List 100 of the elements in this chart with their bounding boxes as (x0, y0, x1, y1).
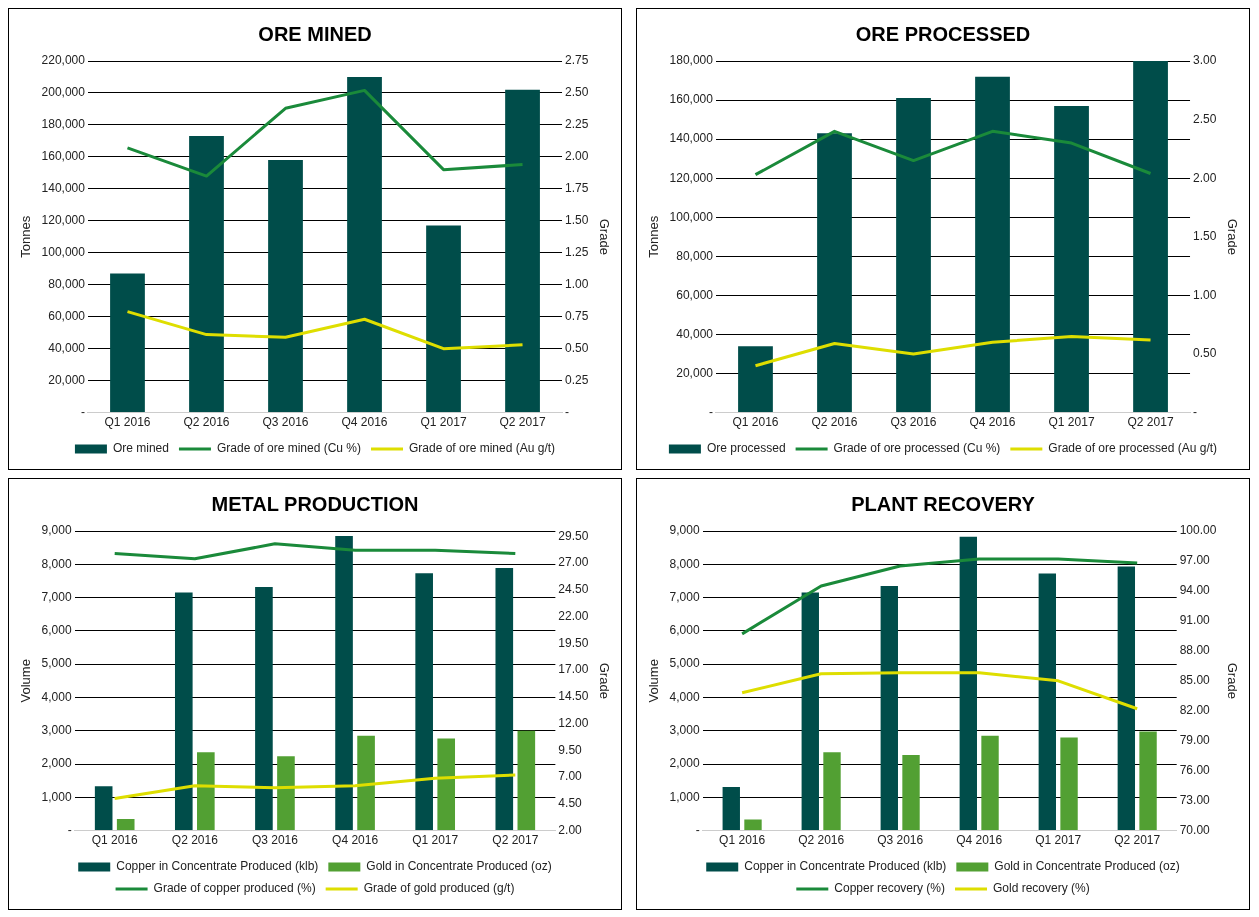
bar (94, 786, 113, 831)
y2-tick-label: 0.75 (565, 309, 589, 324)
y-tick-label: 7,000 (669, 589, 700, 604)
y2-tick-label: 97.00 (1179, 553, 1211, 568)
bar (255, 586, 273, 831)
legend-label: Gold recovery (%) (993, 881, 1090, 896)
x-tick-label: Q2 2017 (1114, 833, 1161, 848)
bar (426, 225, 461, 413)
y-tick-label: 20,000 (48, 372, 86, 387)
bar (981, 735, 999, 831)
legend-label: Gold in Concentrate Produced (oz) (994, 859, 1180, 874)
y2-axis-title: Grade (596, 218, 612, 255)
bar (174, 592, 193, 831)
bar (415, 573, 433, 831)
y-tick-label: 40,000 (676, 326, 714, 341)
y2-tick-label: 2.50 (1193, 111, 1217, 126)
y2-tick-label: 79.00 (1179, 733, 1211, 748)
y-axis-title: Tonnes (646, 215, 662, 258)
chart-title: ORE PROCESSED (855, 22, 1031, 45)
x-tick-label: Q3 2016 (877, 833, 924, 848)
bar (268, 160, 303, 413)
legend-label: Gold in Concentrate Produced (oz) (366, 859, 552, 874)
y2-axis-title: Grade (1224, 662, 1240, 699)
bar (335, 535, 353, 831)
y-tick-label: 6,000 (669, 623, 700, 638)
x-tick-label: Q2 2016 (183, 415, 230, 430)
legend-label: Copper in Concentrate Produced (klb) (116, 859, 319, 874)
legend-label: Copper recovery (%) (834, 881, 946, 896)
bar (722, 786, 740, 831)
y2-tick-label: 29.50 (558, 528, 589, 543)
y2-tick-label: 27.00 (558, 555, 589, 570)
y2-tick-label: 14.50 (558, 689, 589, 704)
y-tick-label: 8,000 (669, 556, 700, 571)
x-tick-label: Q4 2016 (332, 833, 379, 848)
y-tick-label: 3,000 (41, 723, 72, 738)
y2-tick-label: - (565, 404, 570, 419)
y-tick-label: - (695, 822, 700, 837)
y2-tick-label: 22.00 (558, 608, 589, 623)
bar (744, 819, 762, 831)
y-tick-label: 7,000 (41, 589, 72, 604)
legend-label: Ore mined (112, 441, 169, 456)
bar (189, 136, 224, 413)
y-tick-label: - (67, 822, 72, 837)
legend-label: Ore processed (706, 441, 786, 456)
y-axis-title: Volume (646, 659, 662, 703)
y-axis-title: Tonnes (18, 215, 34, 258)
legend-label: Grade of ore mined (Cu %) (216, 441, 362, 456)
y2-axis-title: Grade (1224, 218, 1240, 255)
bar (1038, 573, 1057, 831)
y2-tick-label: 88.00 (1179, 643, 1211, 658)
y-tick-label: - (708, 404, 713, 419)
bar (1117, 566, 1136, 831)
y-axis-title: Volume (18, 659, 34, 703)
legend-label: Grade of ore mined (Au g/t) (409, 441, 556, 456)
y2-tick-label: 2.25 (565, 117, 589, 132)
x-tick-label: Q1 2016 (104, 415, 151, 430)
bar (116, 818, 135, 831)
bar (1139, 731, 1157, 831)
y-tick-label: 180,000 (669, 53, 714, 68)
y2-tick-label: 3.00 (1193, 53, 1217, 68)
y2-tick-label: 76.00 (1179, 762, 1211, 777)
y-tick-label: 1,000 (41, 789, 72, 804)
y2-tick-label: 12.00 (558, 715, 589, 730)
y2-tick-label: 24.50 (558, 582, 589, 597)
y-tick-label: - (80, 404, 85, 419)
y-tick-label: 9,000 (669, 523, 700, 538)
bar (357, 735, 375, 831)
legend-label: Grade of ore processed (Cu %) (833, 441, 1001, 456)
bar (517, 730, 536, 831)
y2-tick-label: 1.50 (1193, 229, 1217, 244)
y-tick-label: 160,000 (669, 92, 714, 107)
x-tick-label: Q3 2016 (890, 415, 937, 430)
x-tick-label: Q4 2016 (969, 415, 1016, 430)
x-tick-label: Q2 2017 (499, 415, 546, 430)
bar (110, 273, 145, 413)
bar (902, 755, 920, 831)
y2-tick-label: 0.50 (565, 340, 589, 355)
bar (277, 756, 295, 831)
y2-tick-label: 2.75 (565, 53, 589, 68)
y-tick-label: 200,000 (41, 85, 86, 100)
bar (959, 536, 977, 831)
y2-tick-label: 82.00 (1179, 703, 1211, 718)
y-tick-label: 4,000 (41, 689, 72, 704)
y-tick-label: 140,000 (41, 181, 86, 196)
y-tick-label: 20,000 (676, 365, 714, 380)
y2-tick-label: 85.00 (1179, 673, 1211, 688)
x-tick-label: Q1 2017 (412, 833, 459, 848)
x-tick-label: Q4 2016 (956, 833, 1003, 848)
y2-tick-label: 1.00 (1193, 287, 1217, 302)
y-tick-label: 80,000 (676, 248, 714, 263)
legend-label: Grade of gold produced (g/t) (363, 881, 515, 896)
y-tick-label: 120,000 (41, 213, 86, 228)
legend-label: Grade of ore processed (Au g/t) (1048, 441, 1218, 456)
x-tick-label: Q2 2017 (1127, 415, 1174, 430)
bar (1054, 105, 1089, 413)
y2-tick-label: 1.25 (565, 245, 589, 260)
y-tick-label: 1,000 (669, 789, 700, 804)
bar (880, 585, 898, 831)
bar (197, 752, 215, 831)
y-tick-label: 60,000 (676, 287, 714, 302)
